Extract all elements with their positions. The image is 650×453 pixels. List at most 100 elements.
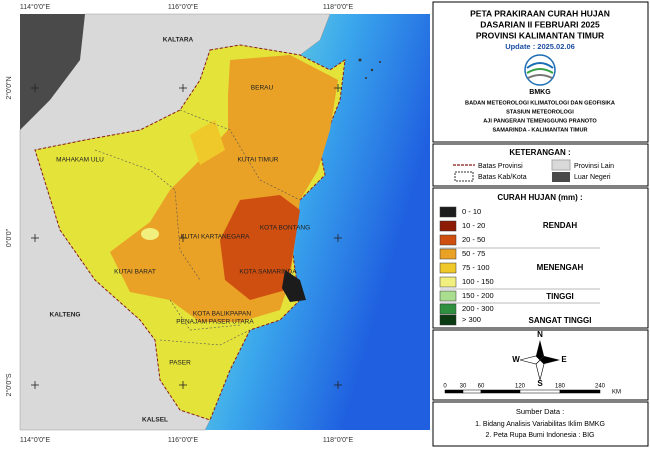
- region-label: PENAJAM PASER UTARA: [176, 319, 254, 326]
- region-label: PASER: [169, 360, 191, 367]
- scale-label: 0: [443, 384, 447, 390]
- class-group: SANGAT TINGGI: [529, 316, 592, 325]
- region-label: KALTENG: [50, 312, 81, 319]
- sources-title: Sumber Data :: [516, 407, 564, 416]
- coord-label: 118°0'0"E: [323, 3, 354, 11]
- scale-segment: [462, 389, 482, 394]
- scale-segment: [444, 389, 464, 394]
- class-swatch: [439, 290, 457, 302]
- region-label: MAHAKAM ULU: [56, 157, 104, 164]
- map: 114°0'0"E 116°0'0"E 118°0'0"E 114°0'0"E …: [5, 3, 430, 444]
- rain-legend-box: [432, 187, 649, 329]
- compass-rose: [519, 340, 560, 381]
- region-label: KUTAI TIMUR: [238, 157, 279, 164]
- scale-label: 30: [460, 384, 467, 390]
- update: Update : 2025.02.06: [505, 42, 575, 51]
- class-group: RENDAH: [543, 221, 577, 230]
- class-label: 200 - 300: [462, 304, 494, 313]
- class-swatch: [439, 248, 457, 260]
- region-labels: KALTARA BERAU KUTAI TIMUR MAHAKAM ULU KOTA B…: [50, 37, 311, 424]
- coord-label: 114°0'0"E: [20, 3, 51, 11]
- compass-point: S: [537, 379, 543, 388]
- rain-legend-title: CURAH HUJAN (mm) :: [497, 193, 582, 202]
- region-label: KOTA SAMARINDA: [239, 269, 297, 276]
- coord-label: 116°0'0"E: [168, 436, 199, 444]
- class-label: 0 - 10: [462, 207, 481, 216]
- zone-0-10: [282, 270, 306, 302]
- class-label: 100 - 150: [462, 277, 494, 286]
- side-panel: PETA PRAKIRAAN CURAH HUJAN DASARIAN II F…: [432, 1, 649, 447]
- class-label: 50 - 75: [462, 249, 485, 258]
- zone-100-150: [141, 228, 159, 240]
- grid-crosses: [31, 84, 342, 389]
- class-swatch: [439, 303, 457, 315]
- region-label: KUTAI BARAT: [114, 269, 156, 276]
- islands: [358, 58, 381, 79]
- title-line: PETA PRAKIRAAN CURAH HUJAN: [470, 8, 610, 18]
- region-label: KOTA BONTANG: [260, 225, 310, 232]
- legend-item: Batas Provinsi: [478, 163, 523, 170]
- zone-20-50: [220, 195, 300, 300]
- class-swatch: [439, 220, 457, 232]
- scale-segment: [519, 389, 561, 394]
- scale-label: 120: [515, 384, 526, 390]
- agency-line: AJI PANGERAN TEMENGGUNG PRANOTO: [483, 118, 597, 124]
- source-item: 1. Bidang Analisis Variabilitas Iklim BM…: [475, 421, 605, 428]
- scale-label: 240: [595, 384, 606, 390]
- scale-bar: 0 30 60 120 180 240 KM: [443, 384, 621, 396]
- region-label: KALTARA: [163, 37, 194, 44]
- region-label: KOTA BALIKPAPAN: [193, 311, 251, 318]
- bmkg-logo: [524, 54, 556, 86]
- class-label: 10 - 20: [462, 221, 485, 230]
- coord-label: 2°0'0"S: [5, 373, 13, 396]
- class-group: MENENGAH: [537, 263, 584, 272]
- other-province-swatch: [551, 159, 571, 171]
- coord-label: 2°0'0"N: [5, 76, 13, 99]
- scale-segment: [480, 389, 521, 394]
- title-line: DASARIAN II FEBRUARI 2025: [480, 19, 600, 29]
- class-swatch: [439, 262, 457, 274]
- title-line: PROVINSI KALIMANTAN TIMUR: [476, 30, 604, 40]
- class-swatch: [439, 206, 457, 218]
- foreign-swatch: [552, 172, 570, 182]
- legend-box: [432, 143, 649, 187]
- compass-point: N: [537, 330, 543, 339]
- rain-classes: 0 - 10 10 - 20 20 - 50 50 - 75 75 - 100 100 -…: [439, 206, 600, 326]
- coord-label: 118°0'0"E: [323, 436, 354, 444]
- class-label: 75 - 100: [462, 263, 490, 272]
- agency-line: STASIUN METEOROLOGI: [506, 109, 574, 115]
- class-label: 20 - 50: [462, 235, 485, 244]
- zone-75-100: [190, 120, 225, 165]
- legend-item: Batas Kab/Kota: [478, 174, 527, 181]
- district-boundaries: [94, 109, 301, 346]
- class-swatch: [439, 234, 457, 246]
- class-label: 150 - 200: [462, 291, 494, 300]
- source-item: 2. Peta Rupa Bumi Indonesia : BIG: [486, 432, 595, 439]
- agency-line: SAMARINDA - KALIMANTAN TIMUR: [492, 127, 587, 133]
- compass-point: E: [561, 355, 567, 364]
- scale-unit: KM: [612, 390, 621, 396]
- region-label: BERAU: [251, 85, 274, 92]
- legend-item: Luar Negeri: [574, 174, 611, 181]
- legend-item: Provinsi Lain: [574, 163, 614, 170]
- scale-label: 60: [478, 384, 485, 390]
- scale-segment: [559, 389, 601, 394]
- district-swatch: [454, 171, 474, 182]
- sources-box: [432, 401, 649, 447]
- agency-line: BADAN METEOROLOGI KLIMATOLOGI DAN GEOFIS…: [465, 100, 615, 106]
- region-label: KALSEL: [142, 417, 168, 424]
- foreign-country: [20, 14, 85, 130]
- class-group: TINGGI: [546, 292, 574, 301]
- class-label: > 300: [462, 315, 481, 324]
- class-swatch: [439, 276, 457, 288]
- coord-label: 114°0'0"E: [20, 436, 51, 444]
- class-swatch: [439, 314, 457, 326]
- scale-label: 180: [555, 384, 566, 390]
- coord-label: 116°0'0"E: [168, 3, 199, 11]
- compass-point: W: [512, 355, 520, 364]
- region-label: KUTAI KARTANEGARA: [181, 234, 251, 241]
- coord-label: 0°0'0": [5, 228, 13, 247]
- logo-text: BMKG: [529, 89, 551, 96]
- legend-title: KETERANGAN :: [509, 148, 570, 157]
